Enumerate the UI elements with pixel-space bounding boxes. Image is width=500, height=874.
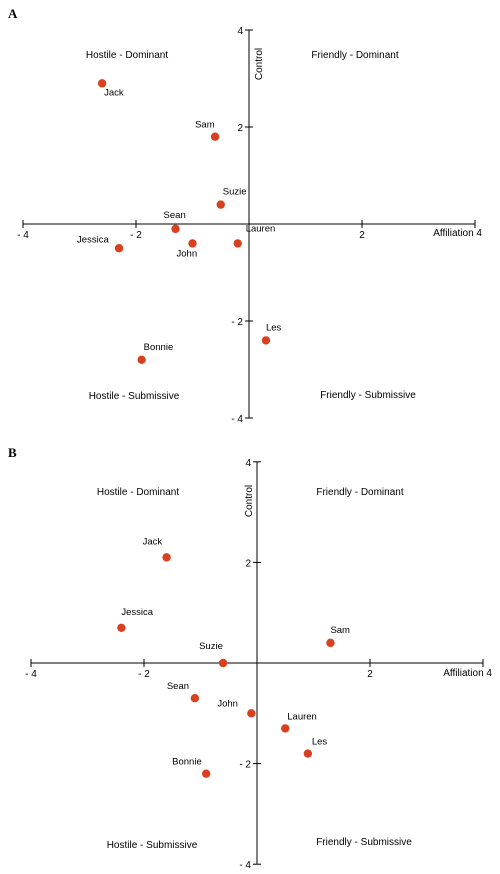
point-label-bonnie: Bonnie [172,757,202,768]
data-point-john [188,239,197,248]
y-axis-label: Control [254,48,265,80]
y-tick-label: - 4 [231,414,243,425]
data-point-jessica [117,623,126,632]
point-label-lauren: Lauren [287,711,317,722]
data-point-jessica [114,244,124,253]
point-label-bonnie: Bonnie [144,342,174,353]
x-axis-label: Affiliation 4 [443,668,492,679]
data-point-bonnie [137,355,146,364]
y-tick-label: 2 [245,558,251,569]
y-tick-label: 2 [237,123,243,134]
data-point-sam [326,638,335,648]
data-point-sean [190,694,200,703]
x-tick-label: - 2 [138,669,150,680]
data-point-les [261,336,271,345]
point-label-sean: Sean [164,210,186,221]
point-label-jack: Jack [104,87,124,98]
point-label-john: John [217,698,238,709]
data-point-suzie [216,200,225,209]
data-point-suzie [218,658,228,668]
data-point-sean [171,224,180,234]
point-label-les: Les [266,322,282,333]
x-axis-label: Affiliation 4 [433,228,482,239]
x-tick-label: - 4 [25,669,37,680]
panel-b: B - 4 - 2 2 Affiliation 4 4 2 - 2 - 4 Control Host… [8,445,492,871]
x-tick-label: - 2 [130,230,142,241]
quadrant-label-top-right: Friendly - Dominant [311,50,398,61]
point-label-lauren: Lauren [246,223,276,234]
data-point-lauren [281,724,290,733]
point-label-jessica: Jessica [121,607,153,618]
quadrant-label-top-left: Hostile - Dominant [97,487,179,498]
point-label-suzie: Suzie [223,187,247,198]
quadrant-label-top-left: Hostile - Dominant [86,50,168,61]
point-label-john: John [177,248,198,259]
point-label-sean: Sean [167,681,189,692]
point-label-jessica: Jessica [77,234,109,245]
y-axis-label: Control [244,485,255,517]
point-label-sam: Sam [195,120,215,131]
y-tick-label: 4 [237,26,243,37]
y-tick-label: - 4 [239,860,251,871]
y-tick-label: 4 [245,458,251,469]
data-point-les [303,749,313,758]
data-point-john [247,709,256,718]
point-label-sam: Sam [330,625,350,636]
data-point-sam [210,132,220,141]
panel-a: A - 4 - 2 2 Affiliation 4 4 2 - 2 - 4 Control Host… [8,6,482,425]
data-point-jack [162,553,171,562]
data-point-jack [97,79,107,88]
data-point-lauren [233,239,242,248]
data-point-bonnie [201,769,211,778]
panel-label: A [8,6,18,21]
quadrant-label-bottom-left: Hostile - Submissive [89,391,180,402]
y-tick-label: - 2 [239,760,251,771]
quadrant-label-bottom-right: Friendly - Submissive [316,837,412,848]
quadrant-label-bottom-right: Friendly - Submissive [320,390,416,401]
x-tick-label: 2 [359,230,365,241]
quadrant-label-bottom-left: Hostile - Submissive [107,840,198,851]
x-tick-label: - 4 [17,230,29,241]
panel-label: B [8,445,17,460]
point-label-jack: Jack [143,536,163,547]
point-label-les: Les [312,737,328,748]
x-tick-label: 2 [367,669,373,680]
point-label-suzie: Suzie [199,641,223,652]
quadrant-label-top-right: Friendly - Dominant [316,487,403,498]
y-tick-label: - 2 [231,317,243,328]
